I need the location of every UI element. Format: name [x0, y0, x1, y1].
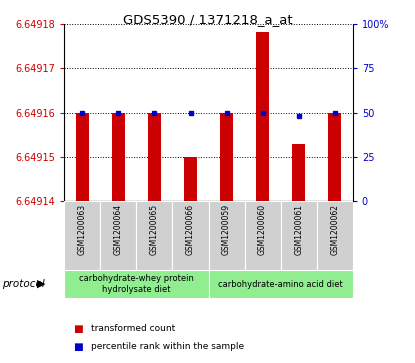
- Text: GSM1200064: GSM1200064: [114, 204, 123, 255]
- Bar: [256, 33, 269, 201]
- Bar: [220, 113, 233, 201]
- Bar: [292, 144, 305, 201]
- Text: GSM1200066: GSM1200066: [186, 204, 195, 255]
- Text: GSM1200065: GSM1200065: [150, 204, 159, 255]
- Text: transformed count: transformed count: [91, 324, 176, 333]
- Text: carbohydrate-whey protein
hydrolysate diet: carbohydrate-whey protein hydrolysate di…: [79, 274, 194, 294]
- Text: GSM1200059: GSM1200059: [222, 204, 231, 255]
- Bar: [100, 201, 137, 270]
- Bar: [148, 113, 161, 201]
- Text: ■: ■: [73, 342, 82, 352]
- Text: GSM1200062: GSM1200062: [330, 204, 339, 254]
- Bar: [209, 201, 244, 270]
- Text: carbohydrate-amino acid diet: carbohydrate-amino acid diet: [218, 280, 343, 289]
- Text: percentile rank within the sample: percentile rank within the sample: [91, 342, 244, 351]
- Bar: [184, 157, 197, 201]
- Text: GSM1200063: GSM1200063: [78, 204, 87, 255]
- Text: ■: ■: [73, 323, 82, 334]
- Bar: [137, 201, 173, 270]
- Bar: [209, 270, 353, 298]
- Bar: [281, 201, 317, 270]
- Bar: [64, 270, 209, 298]
- Bar: [173, 201, 209, 270]
- Bar: [317, 201, 353, 270]
- Bar: [64, 201, 100, 270]
- Text: protocol: protocol: [2, 279, 45, 289]
- Bar: [76, 113, 89, 201]
- Bar: [244, 201, 281, 270]
- Text: GDS5390 / 1371218_a_at: GDS5390 / 1371218_a_at: [123, 13, 292, 26]
- Text: ▶: ▶: [37, 279, 46, 289]
- Text: GSM1200060: GSM1200060: [258, 204, 267, 255]
- Bar: [112, 113, 125, 201]
- Text: GSM1200061: GSM1200061: [294, 204, 303, 254]
- Bar: [328, 113, 341, 201]
